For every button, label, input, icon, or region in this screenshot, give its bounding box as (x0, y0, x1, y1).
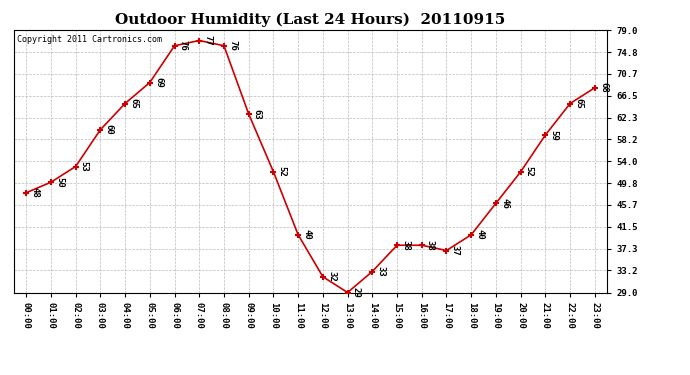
Text: 29: 29 (352, 287, 361, 298)
Text: 60: 60 (104, 124, 113, 135)
Text: 48: 48 (30, 188, 39, 198)
Text: 63: 63 (253, 109, 262, 119)
Text: 37: 37 (451, 245, 460, 256)
Text: 38: 38 (401, 240, 410, 250)
Text: 32: 32 (327, 272, 336, 282)
Text: 53: 53 (80, 161, 89, 172)
Text: 50: 50 (55, 177, 64, 188)
Text: 46: 46 (500, 198, 509, 208)
Text: 77: 77 (204, 35, 213, 46)
Text: 65: 65 (129, 98, 138, 109)
Text: 76: 76 (228, 40, 237, 51)
Text: 33: 33 (377, 266, 386, 277)
Text: 40: 40 (302, 230, 311, 240)
Text: 65: 65 (574, 98, 583, 109)
Text: 40: 40 (475, 230, 484, 240)
Text: 59: 59 (549, 130, 558, 140)
Text: 52: 52 (277, 166, 286, 177)
Text: 52: 52 (525, 166, 534, 177)
Text: 68: 68 (599, 82, 608, 93)
Text: 38: 38 (426, 240, 435, 250)
Text: 69: 69 (154, 77, 163, 88)
Title: Outdoor Humidity (Last 24 Hours)  20110915: Outdoor Humidity (Last 24 Hours) 2011091… (115, 13, 506, 27)
Text: 76: 76 (179, 40, 188, 51)
Text: Copyright 2011 Cartronics.com: Copyright 2011 Cartronics.com (17, 35, 161, 44)
